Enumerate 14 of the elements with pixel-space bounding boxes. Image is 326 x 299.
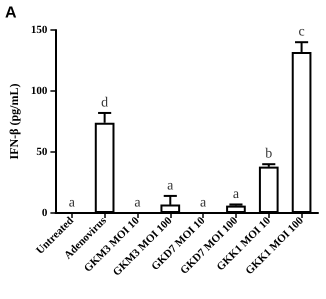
annotation: a	[167, 178, 174, 194]
annotation: d	[101, 95, 108, 110]
y-tick-label: 100	[30, 85, 48, 97]
annotation: a	[68, 196, 76, 210]
annotation: c	[298, 24, 305, 40]
annotation: a	[232, 186, 240, 202]
y-axis-title: IFN-β (pg/mL)	[7, 84, 21, 160]
annotation: b	[265, 146, 272, 162]
y-tick-label: 150	[30, 24, 48, 36]
y-tick-label: 0	[42, 207, 48, 219]
annotation: a	[134, 196, 142, 210]
annotation: a	[200, 196, 208, 210]
y-tick-label: 50	[36, 146, 48, 158]
chart-title: A	[5, 4, 17, 22]
